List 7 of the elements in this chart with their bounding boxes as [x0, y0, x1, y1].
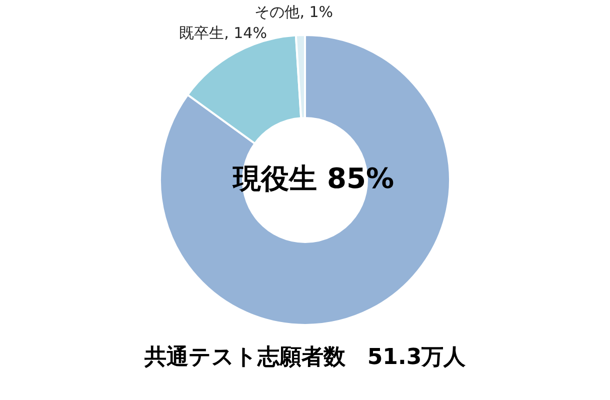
data-label: , 14% — [224, 24, 267, 42]
data-label: 85% — [327, 162, 394, 195]
data-label: , 1% — [300, 3, 334, 22]
slice-label: 現役生 — [232, 162, 317, 195]
slice-label: 既卒生 — [179, 24, 224, 42]
slice-label: その他 — [254, 3, 300, 22]
text: 共通テスト志願者数 51.3万人 — [143, 345, 467, 370]
